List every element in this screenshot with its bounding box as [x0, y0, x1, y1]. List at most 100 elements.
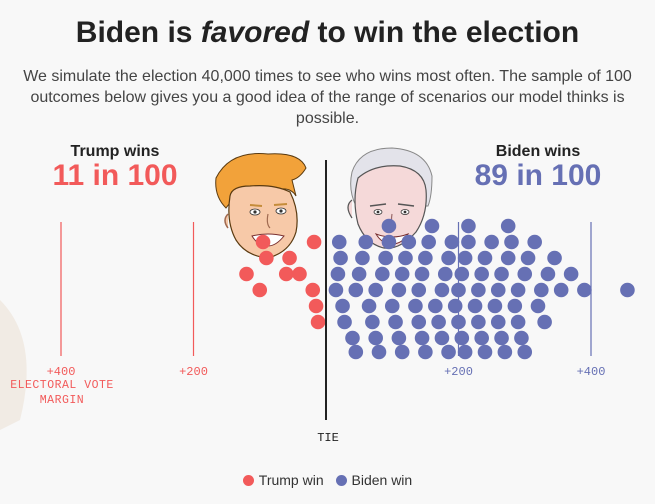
biden-outcome-dot-70 — [504, 234, 519, 250]
biden-outcome-dot-21 — [384, 298, 400, 314]
biden-outcome-dot-77 — [520, 250, 536, 266]
biden-outcome-dot-54 — [467, 298, 483, 314]
biden-outcome-dot-35 — [418, 250, 433, 266]
trump-outcome-dot-1 — [259, 250, 274, 266]
legend-swatch-biden — [335, 475, 347, 486]
biden-outcome-dot-56 — [474, 330, 489, 346]
biden-wins-count: 89 in 100 — [474, 159, 602, 192]
trump-outcome-dot-7 — [310, 314, 326, 330]
biden-outcome-dot-57 — [477, 344, 493, 360]
biden-outcome-dot-61 — [484, 234, 499, 250]
biden-outcome-dot-67 — [490, 282, 506, 298]
subtitle: We simulate the election 40,000 times to… — [23, 68, 632, 127]
biden-outcome-dot-65 — [497, 344, 513, 360]
biden-outcome-dot-46 — [451, 314, 466, 330]
headline: Biden is favored to win the election — [0, 16, 655, 50]
biden-outcome-dot-15 — [371, 344, 387, 360]
biden-outcome-dot-86 — [577, 282, 592, 298]
axis-label-line-2: MARGIN — [40, 394, 84, 407]
biden-outcome-dot-4 — [335, 298, 350, 314]
biden-outcome-dot-37 — [428, 298, 443, 314]
tick-labels: +400 +200 +200 +400 — [47, 365, 606, 379]
biden-outcome-dot-14 — [368, 330, 383, 346]
tick-label-1: +200 — [179, 365, 208, 379]
biden-outcome-dot-44 — [444, 234, 460, 250]
biden-outcome-dot-83 — [547, 250, 562, 266]
legend-swatch-trump — [242, 475, 254, 486]
biden-outcome-dot-24 — [394, 344, 410, 360]
biden-outcome-dot-51 — [454, 266, 470, 282]
biden-outcome-dot-27 — [398, 250, 413, 266]
biden-outcome-dot-55 — [471, 314, 486, 330]
trump-outcome-dot-8 — [252, 282, 268, 298]
biden-outcome-dot-48 — [457, 344, 473, 360]
trump-outcome-dot-3 — [292, 266, 307, 282]
biden-outcome-dot-29 — [408, 298, 423, 314]
biden-outcome-dot-58 — [471, 282, 486, 298]
biden-outcome-dot-49 — [461, 218, 476, 234]
biden-outcome-dot-5 — [337, 314, 352, 330]
biden-outcome-dot-40 — [441, 344, 456, 360]
biden-outcome-dot-42 — [437, 266, 453, 282]
biden-outcome-dot-30 — [411, 314, 427, 330]
biden-outcome-dot-33 — [411, 282, 427, 298]
biden-outcome-dot-74 — [517, 344, 533, 360]
biden-outcome-dot-16 — [381, 218, 397, 234]
biden-outcome-dot-38 — [431, 314, 446, 330]
biden-outcome-dot-73 — [514, 330, 529, 346]
biden-outcome-dot-78 — [527, 234, 542, 250]
biden-outcome-dot-41 — [434, 282, 450, 298]
biden-outcome-dot-17 — [368, 282, 383, 298]
biden-outcome-dot-31 — [414, 330, 430, 346]
biden-outcome-dot-36 — [421, 234, 436, 250]
biden-outcome-dot-22 — [388, 314, 403, 330]
biden-outcome-dot-2 — [333, 250, 348, 266]
biden-outcome-dot-53 — [461, 234, 476, 250]
biden-outcome-dot-3 — [331, 234, 347, 250]
trump-outcome-dot-6 — [308, 298, 324, 314]
trump-outcome-dot-10 — [255, 234, 271, 250]
biden-outcome-dot-64 — [494, 330, 509, 346]
biden-outcome-dot-12 — [361, 298, 377, 314]
legend-item-biden: Biden win — [335, 472, 412, 488]
biden-outcome-dot-39 — [434, 330, 450, 346]
biden-outcome-dot-71 — [507, 298, 523, 314]
biden-outcome-dot-34 — [414, 266, 430, 282]
tick-label-2: +200 — [444, 365, 473, 379]
headline-part-2: to win the election — [309, 16, 580, 49]
biden-outcome-dot-85 — [563, 266, 579, 282]
biden-outcome-dot-43 — [441, 250, 456, 266]
biden-outcome-dot-59 — [474, 266, 489, 282]
biden-outcome-dot-69 — [500, 250, 516, 266]
biden-outcome-dot-0 — [328, 282, 344, 298]
tick-label-3: +400 — [577, 365, 606, 379]
biden-outcome-dot-28 — [401, 234, 417, 250]
tie-label: TIE — [317, 431, 339, 445]
biden-outcome-dot-88 — [424, 218, 440, 234]
background-swoosh — [0, 300, 27, 430]
trump-outcome-dot-4 — [305, 282, 321, 298]
biden-outcome-dot-23 — [391, 330, 407, 346]
biden-outcome-dot-19 — [378, 250, 393, 266]
trump-outcome-dot-5 — [306, 234, 322, 250]
biden-outcome-dot-32 — [418, 344, 433, 360]
biden-outcome-dot-80 — [537, 314, 552, 330]
biden-outcome-dot-20 — [381, 234, 397, 250]
biden-outcome-dot-52 — [457, 250, 473, 266]
biden-outcome-dot-18 — [375, 266, 390, 282]
biden-outcome-dot-60 — [477, 250, 493, 266]
biden-outcome-dot-7 — [348, 344, 364, 360]
biden-outcome-dot-82 — [540, 266, 556, 282]
biden-outcome-dot-72 — [510, 314, 526, 330]
biden-outcome-dot-9 — [351, 266, 367, 282]
biden-outcome-dot-47 — [454, 330, 470, 346]
biden-outcome-dot-63 — [490, 314, 506, 330]
headline-emphasis: favored — [200, 16, 310, 49]
biden-outcome-dot-11 — [358, 234, 374, 250]
legend: Trump win Biden win — [0, 472, 655, 488]
biden-outcome-dot-6 — [345, 330, 360, 346]
biden-outcome-dot-75 — [510, 282, 526, 298]
trump-outcome-dot-0 — [239, 266, 254, 282]
trump-wins-label: Trump wins — [70, 143, 160, 160]
